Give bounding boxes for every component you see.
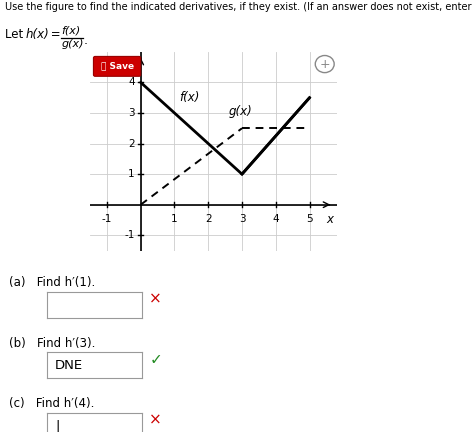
Text: (a)   Find h′(1).: (a) Find h′(1).	[9, 276, 96, 289]
Text: 1: 1	[171, 214, 178, 224]
Text: g(x): g(x)	[228, 105, 252, 118]
Text: DNE: DNE	[55, 359, 83, 372]
Text: 5: 5	[306, 214, 313, 224]
Text: 1: 1	[128, 169, 135, 179]
Text: ✓: ✓	[149, 352, 162, 367]
Text: Use the figure to find the indicated derivatives, if they exist. (If an answer d: Use the figure to find the indicated der…	[5, 2, 474, 12]
FancyBboxPatch shape	[93, 57, 141, 76]
Text: ×: ×	[149, 413, 162, 428]
Text: f(x): f(x)	[62, 26, 81, 36]
Text: x: x	[326, 213, 333, 226]
Text: =: =	[47, 28, 65, 41]
Text: g(x): g(x)	[62, 39, 84, 49]
Text: .: .	[84, 34, 88, 47]
Text: 3: 3	[128, 108, 135, 118]
Text: Ⓢ Save: Ⓢ Save	[100, 62, 134, 71]
Text: 2: 2	[128, 139, 135, 149]
Text: ×: ×	[149, 292, 162, 307]
Text: -1: -1	[102, 214, 112, 224]
Text: (c)   Find h′(4).: (c) Find h′(4).	[9, 397, 95, 410]
Text: (b)   Find h′(3).: (b) Find h′(3).	[9, 337, 96, 350]
Text: f(x): f(x)	[180, 91, 200, 104]
Text: 4: 4	[128, 77, 135, 87]
Text: |: |	[55, 419, 59, 432]
Text: h(x): h(x)	[26, 28, 50, 41]
Text: 4: 4	[273, 214, 279, 224]
Text: -1: -1	[124, 230, 135, 240]
Text: Let: Let	[5, 28, 27, 41]
Text: +: +	[319, 57, 330, 70]
Text: 3: 3	[239, 214, 246, 224]
Text: 2: 2	[205, 214, 211, 224]
